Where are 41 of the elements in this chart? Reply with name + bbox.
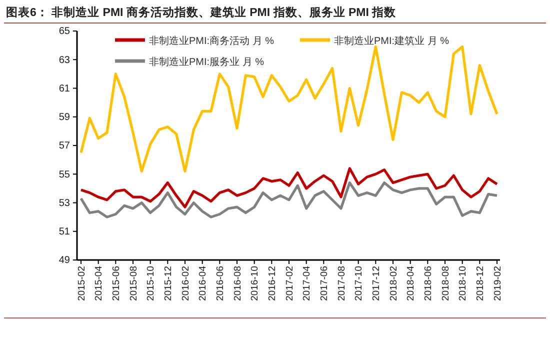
chart-title: 图表6： 非制造业 PMI 商务活动指数、建筑业 PMI 指数、服务业 PMI 指数 <box>6 5 398 19</box>
x-tick-label: 2015-04 <box>94 266 105 301</box>
x-tick-label: 2016-12 <box>266 266 278 301</box>
x-tick-label: 2017-04 <box>302 266 313 301</box>
x-tick-label: 2017-02 <box>284 266 296 301</box>
y-tick-label: 53 <box>58 198 70 209</box>
x-tick-label: 2018-02 <box>388 266 400 301</box>
x-tick-label: 2016-06 <box>214 266 226 301</box>
y-tick-label: 49 <box>58 255 70 266</box>
legend-label: 非制造业PMI:建筑业 月 % <box>334 35 450 47</box>
line-series <box>80 45 498 173</box>
y-tick-label: 63 <box>58 54 70 66</box>
x-tick-label: 2016-10 <box>250 266 261 301</box>
x-tick-label: 2018-06 <box>422 266 434 301</box>
x-tick-label: 2017-08 <box>336 266 348 301</box>
x-tick-label: 2015-10 <box>146 266 157 301</box>
legend-label: 非制造业PMI:服务业 月 % <box>149 56 264 68</box>
x-tick-label: 2018-08 <box>440 266 452 301</box>
x-tick-label: 2018-12 <box>474 266 486 301</box>
x-tick-label: 2017-12 <box>370 266 382 301</box>
x-tick-label: 2016-04 <box>198 266 209 301</box>
x-tick-label: 2019-02 <box>492 266 504 301</box>
y-tick-label: 51 <box>58 226 70 238</box>
line-series <box>80 167 498 208</box>
x-tick-label: 2015-06 <box>110 266 122 301</box>
line-series <box>80 181 498 218</box>
x-tick-label: 2017-10 <box>354 266 365 301</box>
x-tick-label: 2015-12 <box>162 266 174 301</box>
x-tick-label: 2018-04 <box>406 266 417 301</box>
x-tick-label: 2015-02 <box>76 266 88 301</box>
x-tick-label: 2018-10 <box>458 266 469 301</box>
x-tick-label: 2017-06 <box>318 266 330 301</box>
y-tick-label: 65 <box>58 26 70 38</box>
legend-label: 非制造业PMI:商务活动 月 % <box>149 35 274 47</box>
y-tick-label: 55 <box>58 169 70 180</box>
y-tick-label: 57 <box>58 140 70 152</box>
x-tick-label: 2016-02 <box>180 266 192 301</box>
x-tick-label: 2016-08 <box>232 266 244 301</box>
x-tick-label: 2015-08 <box>128 266 140 301</box>
y-tick-label: 59 <box>58 112 70 124</box>
y-tick-label: 61 <box>58 83 70 94</box>
